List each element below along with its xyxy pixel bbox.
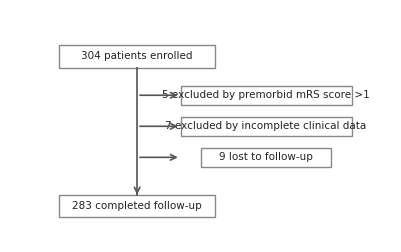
- Text: 7 excluded by incomplete clinical data: 7 excluded by incomplete clinical data: [166, 121, 367, 131]
- Bar: [180, 85, 352, 105]
- Bar: [59, 45, 215, 68]
- Bar: [59, 195, 215, 217]
- Bar: [201, 148, 331, 167]
- Text: 5 excluded by premorbid mRS score >1: 5 excluded by premorbid mRS score >1: [162, 90, 370, 100]
- Text: 283 completed follow-up: 283 completed follow-up: [72, 201, 202, 211]
- Bar: [180, 117, 352, 136]
- Text: 9 lost to follow-up: 9 lost to follow-up: [219, 152, 313, 162]
- Text: 304 patients enrolled: 304 patients enrolled: [81, 51, 193, 61]
